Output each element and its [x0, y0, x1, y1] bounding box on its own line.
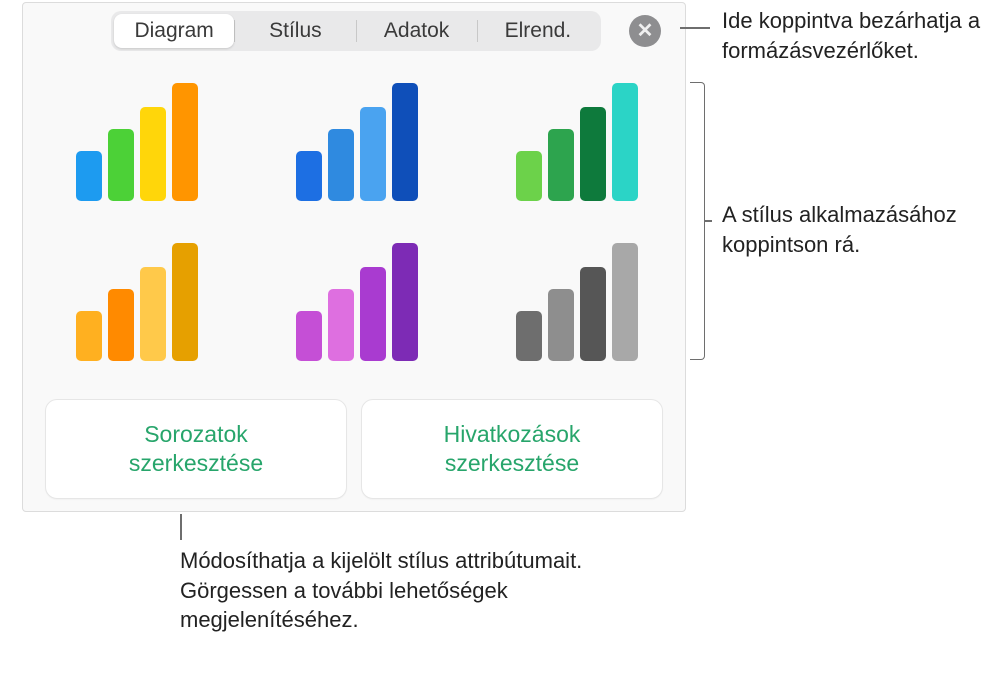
- callout-edit: Módosíthatja a kijelölt stílus attribútu…: [180, 546, 680, 635]
- style-bar: [76, 311, 102, 361]
- callout-bracket: [690, 82, 705, 360]
- tab-diagram[interactable]: Diagram: [114, 14, 234, 48]
- style-bar: [580, 107, 606, 201]
- style-bar: [140, 267, 166, 361]
- chart-style-option-5[interactable]: [277, 241, 437, 361]
- style-bar: [296, 151, 322, 201]
- close-icon: ✕: [637, 21, 654, 41]
- style-bar: [548, 129, 574, 201]
- style-bar: [548, 289, 574, 361]
- format-panel: Diagram Stílus Adatok Elrend. ✕ Sorozato…: [22, 2, 686, 512]
- edit-series-button[interactable]: Sorozatok szerkesztése: [45, 399, 347, 499]
- edit-series-label: Sorozatok szerkesztése: [129, 420, 263, 478]
- style-bar: [296, 311, 322, 361]
- style-bar: [392, 83, 418, 201]
- chart-styles-grid: [57, 81, 657, 361]
- tab-arrange[interactable]: Elrend.: [478, 14, 598, 48]
- chart-style-option-6[interactable]: [497, 241, 657, 361]
- tab-style[interactable]: Stílus: [235, 14, 355, 48]
- style-bar: [360, 267, 386, 361]
- style-bar: [76, 151, 102, 201]
- chart-style-option-3[interactable]: [497, 81, 657, 201]
- close-button[interactable]: ✕: [629, 15, 661, 47]
- style-bar: [328, 289, 354, 361]
- style-bar: [140, 107, 166, 201]
- tab-data[interactable]: Adatok: [357, 14, 477, 48]
- style-bar: [108, 289, 134, 361]
- chart-style-option-1[interactable]: [57, 81, 217, 201]
- edit-links-button[interactable]: Hivatkozások szerkesztése: [361, 399, 663, 499]
- style-bar: [328, 129, 354, 201]
- style-bar: [580, 267, 606, 361]
- style-bar: [612, 243, 638, 361]
- callout-styles: A stílus alkalmazásához koppintson rá.: [722, 200, 972, 259]
- style-bar: [516, 151, 542, 201]
- callout-close: Ide koppintva bezárhatja a formázásvezér…: [722, 6, 982, 65]
- edit-buttons-row: Sorozatok szerkesztése Hivatkozások szer…: [45, 399, 663, 499]
- style-bar: [172, 83, 198, 201]
- callout-line: [704, 220, 712, 222]
- style-bar: [172, 243, 198, 361]
- style-bar: [392, 243, 418, 361]
- style-bar: [516, 311, 542, 361]
- callout-line: [180, 514, 182, 540]
- style-bar: [612, 83, 638, 201]
- edit-links-label: Hivatkozások szerkesztése: [444, 420, 581, 478]
- tab-bar: Diagram Stílus Adatok Elrend.: [111, 11, 601, 51]
- style-bar: [108, 129, 134, 201]
- chart-style-option-2[interactable]: [277, 81, 437, 201]
- style-bar: [360, 107, 386, 201]
- chart-style-option-4[interactable]: [57, 241, 217, 361]
- callout-line: [680, 27, 710, 29]
